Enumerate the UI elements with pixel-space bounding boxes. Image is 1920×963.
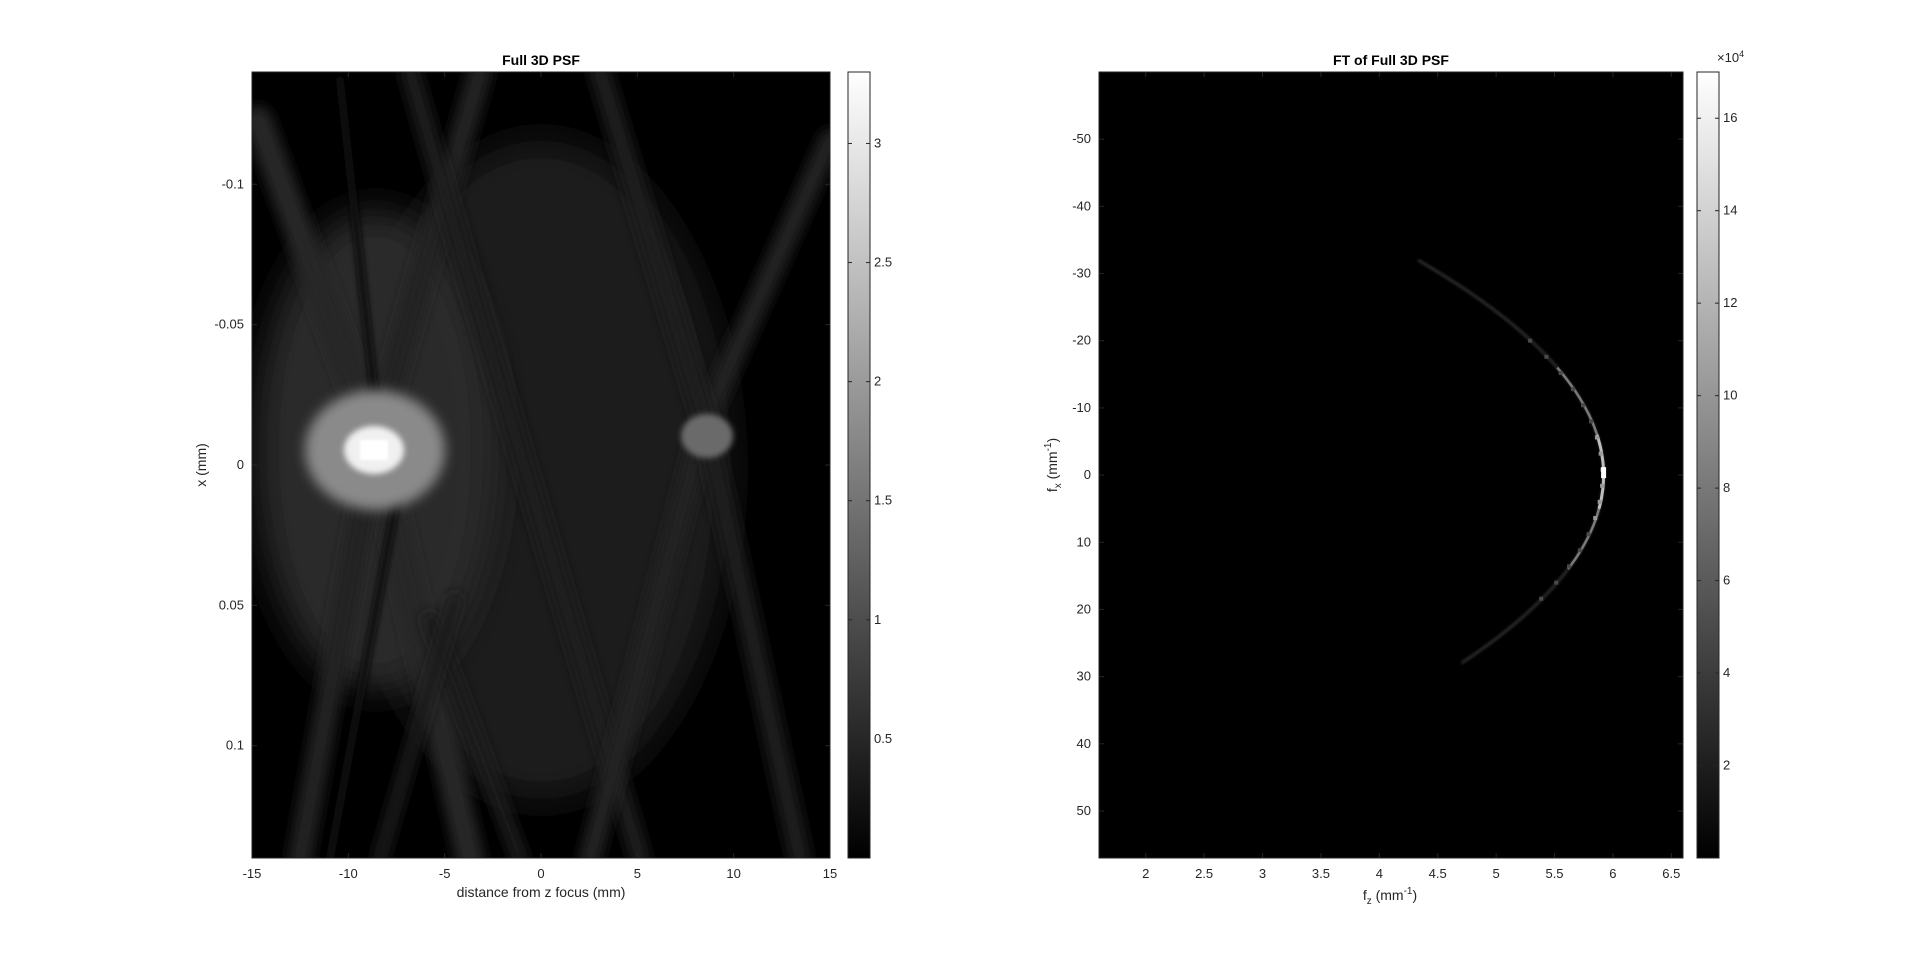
right-y-tick-label: -10 (1072, 400, 1091, 415)
right-colorbar-tick-label: 10 (1723, 388, 1737, 403)
right-y-tick-label: 10 (1077, 534, 1091, 549)
left-y-tick-label: 0 (237, 457, 244, 472)
right-colorbar-tick-label: 2 (1723, 758, 1730, 773)
right-colorbar-tick-label: 6 (1723, 573, 1730, 588)
right-y-tick-label: -30 (1072, 266, 1091, 281)
right-colorbar (1696, 71, 1720, 859)
right-y-tick-label: 0 (1084, 467, 1091, 482)
left-y-tick-label: -0.1 (222, 176, 244, 191)
arc-speckle (1594, 435, 1599, 440)
right-x-tick-label: 6.5 (1662, 866, 1680, 881)
left-y-tick-label: -0.05 (214, 317, 244, 332)
arc-speckle (1539, 596, 1544, 601)
arc-speckle (1586, 532, 1591, 537)
arc-speckle (1593, 516, 1598, 521)
right-y-axis: -50 -40 -30 -20 -10 0 10 20 30 40 50 (1072, 131, 1683, 818)
arc-speckle (1558, 371, 1563, 375)
arc-speckle (1600, 483, 1605, 488)
right-peak (1601, 467, 1607, 479)
right-x-tick-label: 3 (1259, 866, 1266, 881)
arc-speckle (1567, 564, 1571, 569)
right-y-tick-label: 40 (1077, 736, 1091, 751)
arc-speckle (1554, 580, 1559, 585)
left-panel: Full 3D PSF -15 (193, 52, 892, 900)
right-colorbar-multiplier: ×104 (1717, 49, 1744, 65)
right-y-tick-label: 50 (1077, 803, 1091, 818)
left-colorbar-tick-label: 1 (874, 612, 881, 627)
left-y-label: x (mm) (193, 443, 209, 487)
right-colorbar-tick-label: 4 (1723, 665, 1730, 680)
right-chart-title: FT of Full 3D PSF (1333, 52, 1449, 68)
left-x-label: distance from z focus (mm) (457, 884, 626, 900)
arc-speckle (1598, 451, 1603, 456)
left-colorbar (847, 71, 871, 859)
left-x-axis: -15 -10 -5 0 5 10 15 (243, 72, 837, 881)
right-x-tick-label: 6 (1609, 866, 1616, 881)
left-y-tick-label: 0.1 (226, 738, 244, 753)
left-colorbar-tick-label: 0.5 (874, 731, 892, 746)
left-y-axis: -0.1 -0.05 0 0.05 0.1 (214, 176, 830, 753)
left-hotspot-core (360, 440, 388, 460)
right-y-tick-label: -50 (1072, 131, 1091, 146)
arc-speckle (1581, 403, 1585, 408)
arc-speckle (1528, 338, 1533, 343)
left-x-tick-label: 5 (634, 866, 641, 881)
arc-speckle (1597, 499, 1602, 504)
left-colorbar-tick-label: 3 (874, 135, 881, 150)
left-colorbar-ticks: 0.5 1 1.5 2 2.5 3 (848, 135, 892, 746)
right-x-tick-label: 2.5 (1195, 866, 1213, 881)
right-y-tick-label: -20 (1072, 333, 1091, 348)
right-y-label: fx (mm-1) (1043, 438, 1064, 492)
left-x-tick-label: -5 (439, 866, 451, 881)
left-hotspot-secondary (681, 414, 733, 458)
left-x-tick-label: -10 (339, 866, 358, 881)
left-x-tick-label: 15 (823, 866, 837, 881)
right-x-tick-label: 2 (1142, 866, 1149, 881)
arc-speckle (1577, 548, 1582, 553)
left-colorbar-tick-label: 2.5 (874, 255, 892, 270)
arc-speckle (1589, 419, 1593, 424)
right-x-tick-label: 4.5 (1429, 866, 1447, 881)
right-y-tick-label: -40 (1072, 198, 1091, 213)
right-x-axis: 2 2.5 3 3.5 4 4.5 5 5.5 6 6.5 (1142, 72, 1680, 881)
right-y-tick-label: 30 (1077, 669, 1091, 684)
right-heatmap (1099, 72, 1683, 858)
right-x-tick-label: 4 (1376, 866, 1383, 881)
right-x-tick-label: 5.5 (1545, 866, 1563, 881)
right-colorbar-ticks: 2 4 6 8 10 12 14 16 (1697, 110, 1737, 773)
arc-speckle (1544, 354, 1549, 359)
right-x-tick-label: 5 (1493, 866, 1500, 881)
right-colorbar-tick-label: 12 (1723, 295, 1737, 310)
left-x-tick-label: 10 (726, 866, 740, 881)
right-colorbar-tick-label: 16 (1723, 110, 1737, 125)
arc-speckle (1570, 387, 1575, 392)
right-x-tick-label: 3.5 (1312, 866, 1330, 881)
left-colorbar-tick-label: 1.5 (874, 493, 892, 508)
left-colorbar-tick-label: 2 (874, 374, 881, 389)
right-x-label: fz (mm-1) (1363, 886, 1417, 907)
left-x-tick-label: 0 (537, 866, 544, 881)
right-y-tick-label: 20 (1077, 601, 1091, 616)
left-x-tick-label: -15 (243, 866, 262, 881)
right-axes-box (1098, 71, 1684, 859)
left-chart-title: Full 3D PSF (502, 52, 580, 68)
left-y-tick-label: 0.05 (219, 597, 244, 612)
left-heatmap (252, 72, 830, 858)
right-colorbar-tick-label: 14 (1723, 203, 1737, 218)
right-panel: FT of Full 3D PSF 2 2.5 3 3.5 4 4.5 5 5.5 6 6.5 -… (1043, 49, 1744, 907)
right-colorbar-tick-label: 8 (1723, 480, 1730, 495)
